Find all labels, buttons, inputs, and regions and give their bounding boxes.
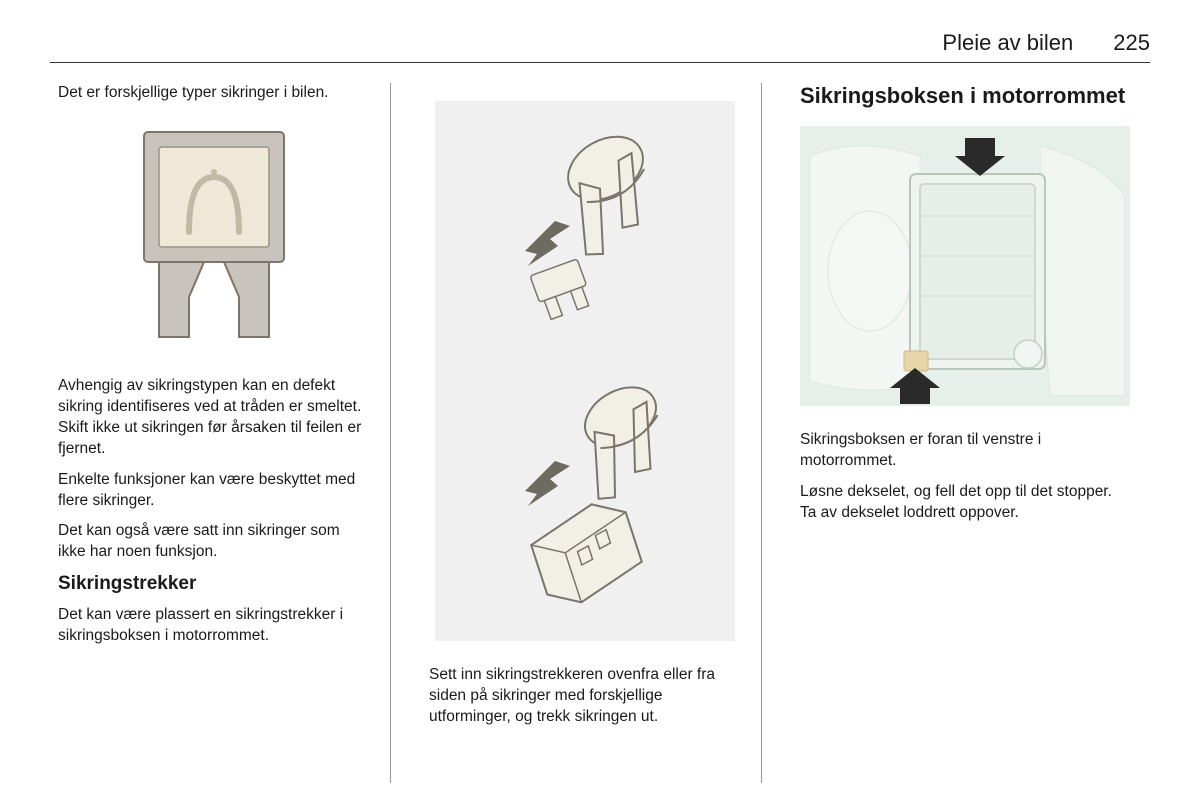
figure-fuse bbox=[58, 122, 370, 352]
col1-p3: Det kan også være satt inn sikringer som… bbox=[58, 521, 370, 563]
column-3: Sikringsboksen i motorrommet bbox=[792, 83, 1150, 783]
col3-h2: Sikringsboksen i motorrommet bbox=[800, 83, 1130, 108]
page-header: Pleie av bilen 225 bbox=[50, 30, 1150, 63]
chapter-title: Pleie av bilen bbox=[942, 30, 1073, 56]
fuse-icon bbox=[114, 122, 314, 352]
col1-p4: Det kan være plassert en sikringstrekker… bbox=[58, 605, 370, 647]
col3-p1: Sikringsboksen er foran til venstre i mo… bbox=[800, 430, 1130, 472]
page-number: 225 bbox=[1113, 30, 1150, 56]
column-1: Det er forskjellige typer sikringer i bi… bbox=[50, 83, 391, 783]
col2-p1: Sett inn sikringstrekkeren ovenfra eller… bbox=[429, 665, 741, 728]
col1-p2: Enkelte funksjoner kan være beskyttet me… bbox=[58, 470, 370, 512]
column-2: Sett inn sikringstrekkeren ovenfra eller… bbox=[421, 83, 762, 783]
col1-intro: Det er forskjellige typer sikringer i bi… bbox=[58, 83, 370, 104]
col1-h3: Sikringstrekker bbox=[58, 573, 370, 595]
col1-p1: Avhengig av sikringstypen kan en defekt … bbox=[58, 376, 370, 460]
figure-puller bbox=[429, 101, 741, 641]
fusebox-photo-icon bbox=[800, 126, 1130, 406]
content-columns: Det er forskjellige typer sikringer i bi… bbox=[50, 83, 1150, 783]
col3-p2: Løsne dekselet, og fell det opp til det … bbox=[800, 482, 1130, 524]
puller-top-icon bbox=[470, 116, 700, 346]
puller-bottom-icon bbox=[470, 376, 700, 626]
puller-box bbox=[435, 101, 735, 641]
figure-fusebox bbox=[800, 126, 1130, 406]
